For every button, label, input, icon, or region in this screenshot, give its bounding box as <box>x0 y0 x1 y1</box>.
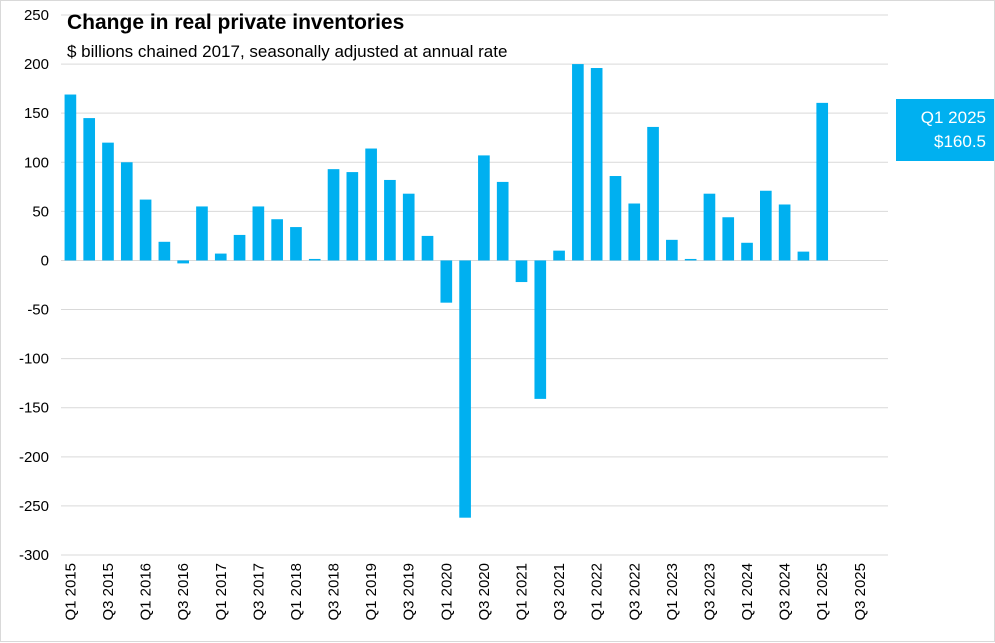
x-tick-label: Q3 2024 <box>777 563 794 621</box>
bar-q2-2021 <box>534 260 547 399</box>
bar-q3-2024 <box>778 204 791 261</box>
bar-q3-2017 <box>252 206 265 261</box>
y-tick-label: -100 <box>19 351 49 368</box>
bar-q4-2019 <box>421 235 434 261</box>
x-tick-label: Q3 2021 <box>551 563 568 621</box>
bar-q3-2021 <box>553 250 565 261</box>
x-tick-label: Q3 2023 <box>701 563 718 621</box>
bar-q2-2019 <box>384 179 396 261</box>
bars <box>64 64 829 518</box>
x-tick-label: Q3 2025 <box>852 563 869 621</box>
bar-q3-2016 <box>177 260 189 264</box>
bar-q4-2023 <box>722 217 735 261</box>
bar-q2-2022 <box>609 176 622 261</box>
bar-q4-2016 <box>196 206 208 261</box>
x-tick-label: Q1 2024 <box>739 563 756 621</box>
x-tick-label: Q1 2021 <box>513 563 530 621</box>
bar-q4-2024 <box>797 251 810 261</box>
bar-q3-2015 <box>102 142 114 261</box>
x-tick-label: Q3 2020 <box>476 563 493 621</box>
bar-q1-2022 <box>590 68 603 261</box>
x-tick-label: Q1 2023 <box>664 563 681 621</box>
x-tick-label: Q1 2018 <box>288 563 305 621</box>
bar-q3-2020 <box>478 155 490 261</box>
x-axis-ticks: Q1 2015 Q3 2015 Q1 2016 Q3 2016 Q1 2017 Q3 20… <box>62 563 868 621</box>
bar-q4-2021 <box>572 64 584 261</box>
x-tick-label: Q3 2017 <box>250 563 267 621</box>
y-tick-label: 0 <box>41 252 49 269</box>
bar-q1-2023 <box>666 239 678 261</box>
bar-q1-2015 <box>64 94 77 261</box>
y-tick-label: -150 <box>19 400 49 417</box>
y-tick-label: -250 <box>19 498 49 515</box>
y-axis-ticks: -300 -250 -200 -150 -100 -50 0 50 100 150 200 250 <box>19 7 49 564</box>
x-tick-label: Q1 2022 <box>589 563 606 621</box>
latest-value-callout: Q1 2025 $160.5 <box>896 99 994 161</box>
bar-q1-2016 <box>139 199 152 261</box>
y-tick-label: -50 <box>27 302 49 319</box>
y-tick-label: 150 <box>24 105 49 122</box>
bar-q1-2019 <box>365 148 377 261</box>
y-tick-label: 250 <box>24 7 49 24</box>
callout-value: $160.5 <box>934 132 986 151</box>
bar-q2-2015 <box>83 118 96 261</box>
x-tick-label: Q3 2019 <box>401 563 418 621</box>
x-tick-label: Q3 2018 <box>326 563 343 621</box>
bar-q2-2024 <box>760 190 772 261</box>
x-tick-label: Q1 2017 <box>213 563 230 621</box>
x-tick-label: Q3 2022 <box>626 563 643 621</box>
bar-q2-2020 <box>459 260 471 518</box>
chart-subtitle: $ billions chained 2017, seasonally adju… <box>67 42 508 61</box>
bar-q2-2017 <box>233 234 246 261</box>
x-tick-label: Q1 2016 <box>138 563 155 621</box>
bar-q4-2018 <box>346 172 359 261</box>
callout-period: Q1 2025 <box>920 108 986 127</box>
bar-q1-2017 <box>214 253 227 261</box>
x-tick-label: Q1 2019 <box>363 563 380 621</box>
bar-q1-2025 <box>816 102 829 261</box>
bar-q4-2015 <box>120 162 133 261</box>
x-tick-label: Q3 2016 <box>175 563 192 621</box>
bar-q1-2020 <box>440 260 453 303</box>
x-tick-label: Q1 2015 <box>62 563 79 621</box>
bar-q2-2016 <box>158 241 171 261</box>
bar-q3-2023 <box>703 193 716 261</box>
bar-q4-2022 <box>647 126 659 261</box>
bar-q1-2018 <box>290 227 302 261</box>
bar-q4-2017 <box>271 219 283 261</box>
bar-q2-2018 <box>308 258 321 261</box>
y-tick-label: -200 <box>19 449 49 466</box>
bar-q3-2018 <box>327 169 340 261</box>
bar-q2-2023 <box>684 258 697 261</box>
y-tick-label: 100 <box>24 154 49 171</box>
bar-q3-2019 <box>402 193 415 261</box>
y-tick-label: 50 <box>32 203 49 220</box>
x-tick-label: Q1 2025 <box>814 563 831 621</box>
gridlines <box>61 14 888 556</box>
y-tick-label: -300 <box>19 547 49 564</box>
chart-title: Change in real private inventories <box>67 11 405 34</box>
bar-q1-2021 <box>515 260 528 283</box>
bar-q4-2020 <box>496 181 509 261</box>
y-tick-label: 200 <box>24 56 49 73</box>
x-tick-label: Q3 2015 <box>100 563 117 621</box>
bar-q3-2022 <box>628 203 641 261</box>
x-tick-label: Q1 2020 <box>438 563 455 621</box>
bar-q1-2024 <box>741 242 753 261</box>
